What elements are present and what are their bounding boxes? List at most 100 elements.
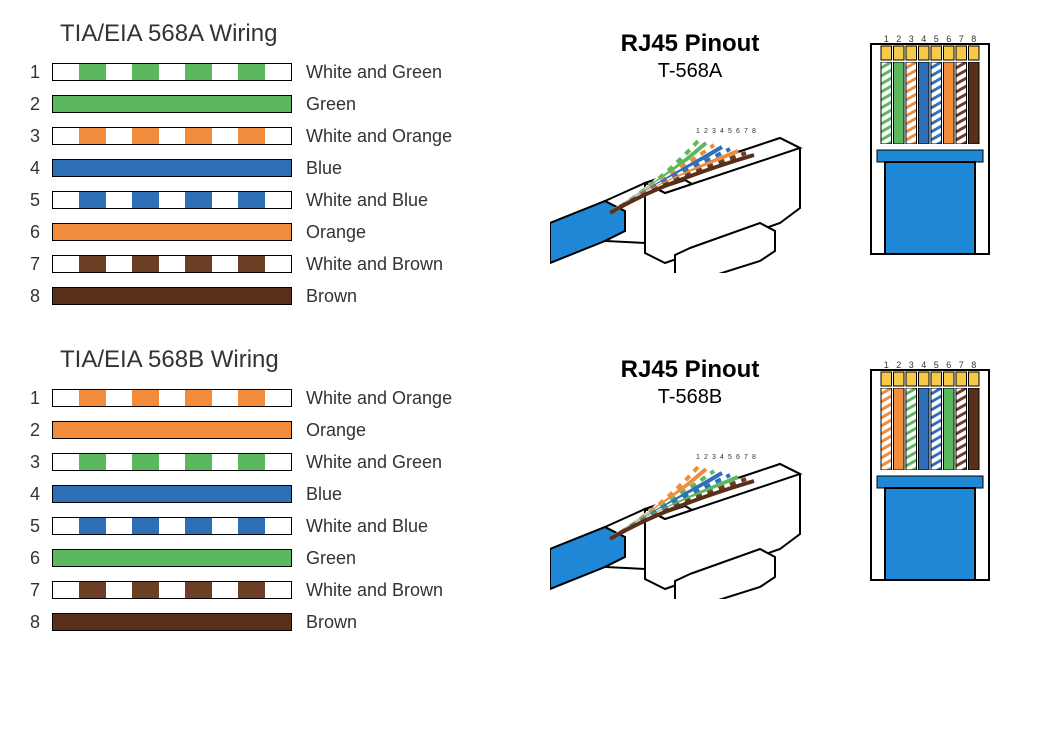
section-title: TIA/EIA 568A Wiring [60, 20, 500, 48]
wire-color-bar [52, 517, 292, 535]
wire-label: White and Orange [306, 388, 452, 409]
wire-label: Orange [306, 420, 366, 441]
wire-label: White and Blue [306, 516, 428, 537]
wire-row: 3 White and Orange [30, 124, 500, 148]
wire-row: 7White and Brown [30, 252, 500, 276]
wire-number: 6 [30, 222, 52, 243]
svg-text:7: 7 [744, 128, 748, 135]
wire-number: 2 [30, 420, 52, 441]
wire-color-bar [52, 287, 292, 305]
svg-text:4: 4 [720, 128, 724, 135]
section-title: TIA/EIA 568B Wiring [60, 346, 500, 374]
svg-text:1: 1 [696, 128, 700, 135]
wire-color-bar [52, 453, 292, 471]
svg-text:3: 3 [909, 34, 914, 44]
wire-label: Orange [306, 222, 366, 243]
wire-row: 2Green [30, 92, 500, 116]
svg-text:5: 5 [728, 128, 732, 135]
svg-text:1: 1 [884, 360, 889, 370]
wire-number: 3 [30, 452, 52, 473]
wire-number: 1 [30, 62, 52, 83]
wire-number: 3 [30, 126, 52, 147]
wiring-table: TIA/EIA 568B Wiring 1 White and Orange 2 Ora… [30, 346, 500, 642]
wire-color-bar [52, 581, 292, 599]
svg-text:2: 2 [704, 128, 708, 135]
wire-label: Blue [306, 484, 342, 505]
wire-label: White and Brown [306, 580, 443, 601]
svg-text:5: 5 [728, 454, 732, 461]
wiring-table: TIA/EIA 568A Wiring 1White and Green 2Gree… [30, 20, 500, 316]
wire-number: 4 [30, 484, 52, 505]
wire-color-bar [52, 159, 292, 177]
wire-row: 5White and Blue [30, 188, 500, 212]
svg-text:6: 6 [946, 360, 951, 370]
wire-color-bar [52, 613, 292, 631]
svg-text:6: 6 [736, 128, 740, 135]
wiring-section: TIA/EIA 568A Wiring 1White and Green 2Gree… [30, 20, 1007, 316]
wire-row: 6 Green [30, 546, 500, 570]
svg-text:5: 5 [934, 360, 939, 370]
pinout-iso-block: RJ45 PinoutT-568A 12345678 [540, 30, 840, 278]
wire-row: 3 White and Green [30, 450, 500, 474]
wire-color-bar [52, 421, 292, 439]
svg-text:2: 2 [896, 34, 901, 44]
wire-row: 7White and Brown [30, 578, 500, 602]
svg-text:2: 2 [704, 454, 708, 461]
svg-text:8: 8 [752, 454, 756, 461]
rj45-iso-icon: 12345678 [540, 93, 840, 278]
wire-number: 7 [30, 254, 52, 275]
pinout-subtitle: T-568B [540, 386, 840, 409]
wire-color-bar [52, 485, 292, 503]
wire-row: 8 Brown [30, 610, 500, 634]
rj45-front-icon: 12345678 [865, 356, 995, 591]
wire-color-bar [52, 95, 292, 113]
wire-number: 8 [30, 612, 52, 633]
wire-number: 5 [30, 516, 52, 537]
wire-color-bar [52, 223, 292, 241]
diagram-column: RJ45 PinoutT-568A 12345678 12345678 [540, 20, 1020, 316]
wiring-section: TIA/EIA 568B Wiring 1 White and Orange 2 Ora… [30, 346, 1007, 642]
wire-color-bar [52, 389, 292, 407]
svg-text:8: 8 [971, 360, 976, 370]
wire-label: Brown [306, 612, 357, 633]
pinout-iso-block: RJ45 PinoutT-568B 12345678 [540, 356, 840, 604]
wire-number: 2 [30, 94, 52, 115]
svg-text:1: 1 [696, 454, 700, 461]
svg-text:7: 7 [744, 454, 748, 461]
svg-text:7: 7 [959, 34, 964, 44]
wire-row: 2 Orange [30, 418, 500, 442]
wire-label: Blue [306, 158, 342, 179]
diagram-column: RJ45 PinoutT-568B 12345678 12345678 [540, 346, 1020, 642]
svg-text:4: 4 [720, 454, 724, 461]
rj45-front-icon: 12345678 [865, 30, 995, 265]
svg-text:3: 3 [712, 454, 716, 461]
pinout-title: RJ45 Pinout [540, 30, 840, 58]
wire-label: Green [306, 548, 356, 569]
wire-color-bar [52, 549, 292, 567]
wire-row: 1White and Green [30, 60, 500, 84]
wire-number: 1 [30, 388, 52, 409]
pinout-title: RJ45 Pinout [540, 356, 840, 384]
wire-number: 6 [30, 548, 52, 569]
wire-label: White and Orange [306, 126, 452, 147]
svg-text:4: 4 [921, 360, 926, 370]
wire-row: 4Blue [30, 156, 500, 180]
wire-label: White and Green [306, 452, 442, 473]
svg-text:4: 4 [921, 34, 926, 44]
svg-text:5: 5 [934, 34, 939, 44]
wire-label: Brown [306, 286, 357, 307]
svg-text:2: 2 [896, 360, 901, 370]
wire-color-bar [52, 255, 292, 273]
svg-text:8: 8 [971, 34, 976, 44]
svg-text:3: 3 [909, 360, 914, 370]
pinout-subtitle: T-568A [540, 60, 840, 83]
wire-color-bar [52, 191, 292, 209]
wire-color-bar [52, 63, 292, 81]
svg-text:8: 8 [752, 128, 756, 135]
wire-row: 4 Blue [30, 482, 500, 506]
wire-row: 8 Brown [30, 284, 500, 308]
wire-color-bar [52, 127, 292, 145]
wire-row: 5 White and Blue [30, 514, 500, 538]
wire-number: 8 [30, 286, 52, 307]
svg-text:7: 7 [959, 360, 964, 370]
